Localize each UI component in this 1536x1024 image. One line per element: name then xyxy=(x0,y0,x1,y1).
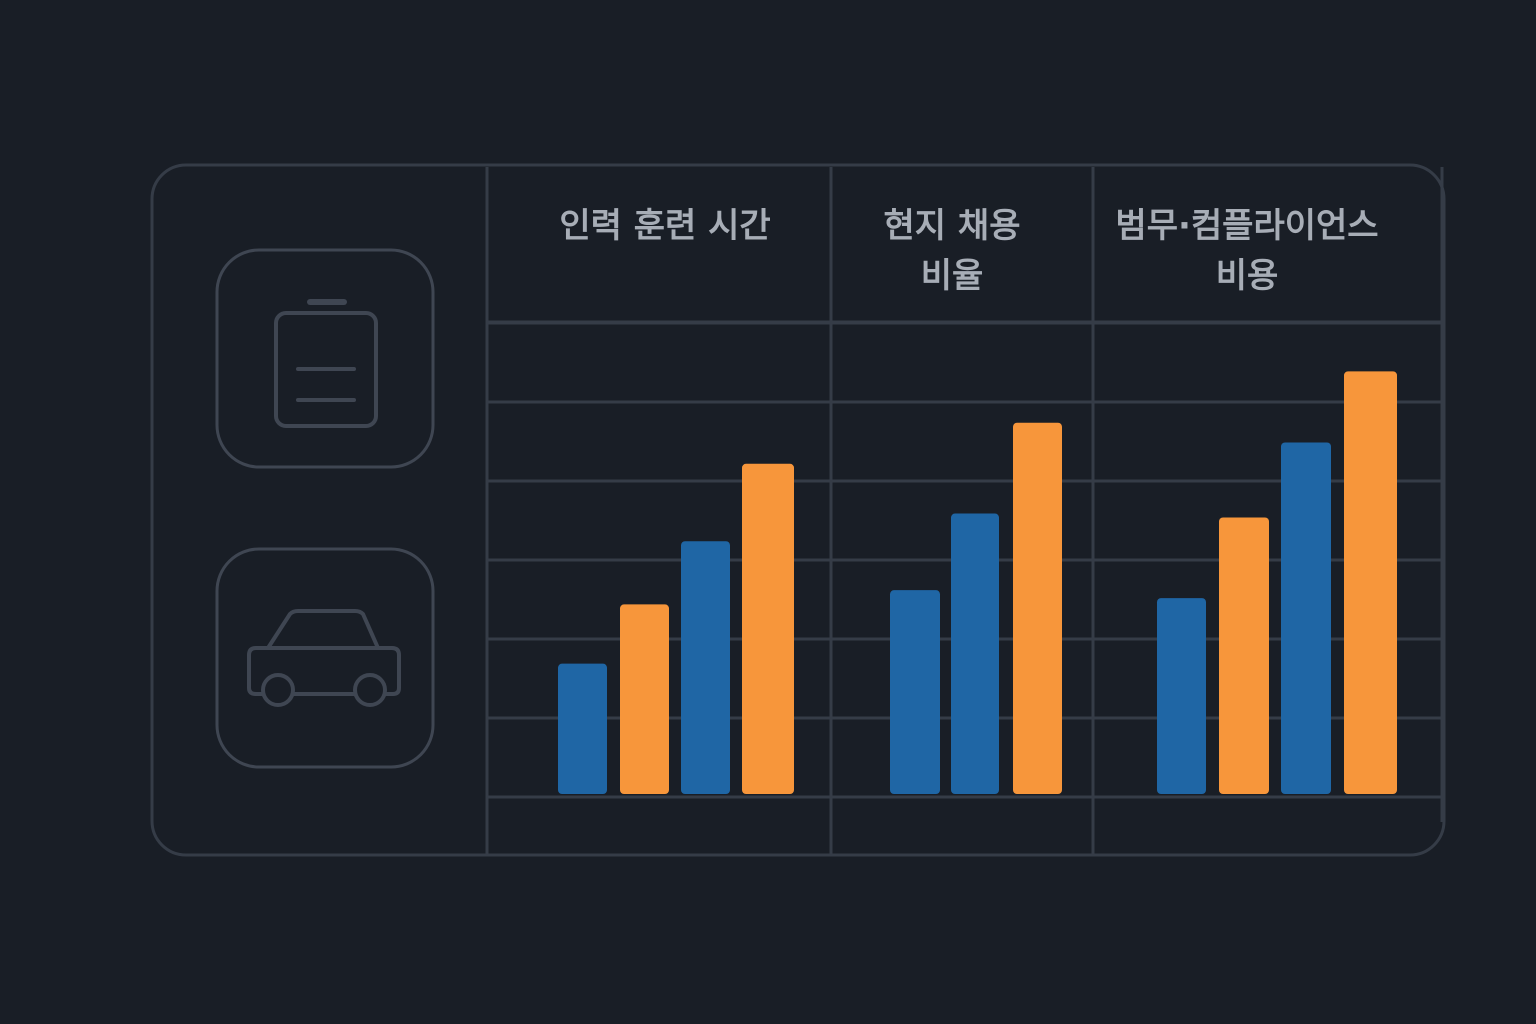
car-icon-tile xyxy=(215,547,435,769)
bars-layer xyxy=(558,371,1397,794)
table-frame xyxy=(150,163,1446,857)
bar-panel1-2 xyxy=(620,604,669,794)
bar-panel1-4 xyxy=(742,463,794,794)
bar-panel3-2 xyxy=(1219,517,1269,794)
column-header-1-line-1: 인력 훈련 시간 xyxy=(559,206,770,246)
bar-panel2-3 xyxy=(1013,422,1062,794)
bar-panel2-2 xyxy=(951,513,999,794)
bar-panel3-4 xyxy=(1344,371,1397,794)
column-header-3-line-2: 비용 xyxy=(1216,256,1279,296)
column-header-2-line-2: 비율 xyxy=(921,256,984,296)
bar-panel3-1 xyxy=(1157,598,1206,794)
bar-panel3-3 xyxy=(1281,442,1331,794)
battery-icon-tile xyxy=(215,248,435,469)
bar-panel1-1 xyxy=(558,663,607,794)
icon-column xyxy=(215,248,435,769)
column-header-3-line-1: 범무·컴플라이언스 xyxy=(1115,206,1378,246)
bar-panel1-3 xyxy=(681,541,730,794)
bar-panel2-1 xyxy=(890,590,940,794)
column-header-2-line-1: 현지 채용 xyxy=(884,206,1021,246)
battery-icon xyxy=(274,299,378,428)
car-icon xyxy=(247,609,401,707)
